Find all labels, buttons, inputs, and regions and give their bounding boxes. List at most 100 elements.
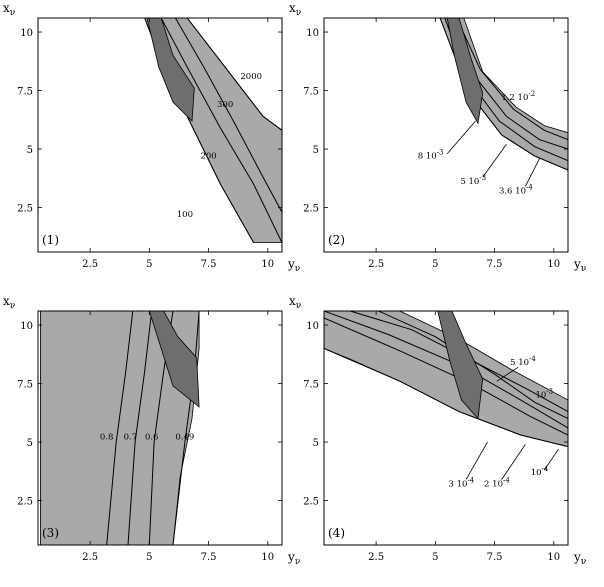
y-axis-label: xν [289, 294, 301, 311]
y-tick-label: 10 [306, 28, 319, 39]
contour-line-3 [160, 18, 282, 243]
contour-label-2: 300 [217, 100, 233, 110]
x-tick-label: 7.5 [487, 259, 503, 270]
contour-label-exponent: -4 [503, 477, 510, 485]
y-tick-label: 2.5 [303, 497, 319, 508]
x-tick-label: 10 [547, 552, 560, 563]
label-leader-2 [482, 144, 507, 178]
label-leader-2 [465, 441, 488, 480]
overlap-region [437, 311, 484, 420]
x-axis-label-subscript: ν [581, 557, 586, 567]
overlap-region [446, 18, 484, 125]
y-tick-label: 7.5 [17, 87, 33, 98]
contour-label-2: 0.7 [124, 433, 138, 443]
contour-label-exponent: -4 [542, 465, 549, 473]
y-tick-label: 10 [306, 321, 319, 332]
y-tick-label: 2.5 [303, 204, 319, 215]
x-axis-label-subscript: ν [295, 557, 300, 567]
contour-label-4: 100 [177, 210, 193, 220]
contour-label-exponent: -3 [546, 388, 553, 396]
x-axis-label-subscript: ν [581, 264, 586, 274]
panel-2: 1.2 10-28 10-35 10-33.6 10-42.52.5557.57… [289, 1, 586, 274]
x-axis-label-main: y [287, 257, 295, 271]
label-leader-1 [446, 120, 476, 154]
y-tick-label: 10 [20, 321, 33, 332]
x-tick-label: 2.5 [82, 259, 98, 270]
contour-line-4 [172, 311, 200, 545]
contour-line-1 [106, 311, 134, 545]
x-axis-label-subscript: ν [295, 264, 300, 274]
contour-label-1: 2000 [240, 72, 262, 82]
panel-label: (3) [42, 526, 59, 540]
label-leader-4 [543, 448, 559, 471]
y-tick-label: 7.5 [17, 380, 33, 391]
x-tick-label: 5 [432, 552, 438, 563]
x-tick-label: 2.5 [368, 259, 384, 270]
contour-label-4: 3.6 10-4 [499, 184, 533, 197]
contour-line-5 [324, 347, 568, 448]
contour-label-4: 0.49 [175, 433, 194, 443]
contour-label-exponent: -3 [479, 174, 486, 182]
y-axis-label-subscript: ν [10, 301, 15, 311]
y-axis-label-subscript: ν [296, 8, 301, 18]
x-tick-label: 10 [261, 552, 274, 563]
x-tick-label: 2.5 [82, 552, 98, 563]
y-tick-label: 10 [20, 28, 33, 39]
y-axis-label: xν [3, 1, 15, 18]
y-axis-label-main: x [3, 1, 10, 15]
x-axis-label: yν [573, 550, 586, 567]
contour-label-exponent: -4 [467, 477, 474, 485]
contour-line-2 [127, 311, 153, 545]
y-tick-label: 2.5 [17, 497, 33, 508]
contour-label-exponent: -4 [529, 355, 536, 363]
panel-label: (1) [42, 233, 59, 247]
x-tick-label: 5 [432, 259, 438, 270]
contour-label-exponent: -3 [437, 148, 444, 156]
x-axis-label: yν [287, 257, 300, 274]
x-axis-label-main: y [573, 550, 581, 564]
y-tick-label: 5 [27, 145, 33, 156]
y-tick-label: 7.5 [303, 87, 319, 98]
label-leader-3 [525, 158, 540, 187]
x-tick-label: 10 [261, 259, 274, 270]
y-axis-label: xν [3, 294, 15, 311]
y-axis-label-main: x [289, 294, 296, 308]
label-leader-3 [501, 444, 526, 480]
y-tick-label: 7.5 [303, 380, 319, 391]
y-tick-label: 2.5 [17, 204, 33, 215]
label-leader-1 [496, 366, 519, 382]
contour-label-exponent: -2 [528, 90, 535, 98]
x-tick-label: 2.5 [368, 552, 384, 563]
x-axis-label-main: y [573, 257, 581, 271]
x-axis-label: yν [287, 550, 300, 567]
y-axis-label-main: x [289, 1, 296, 15]
contour-label-1: 1.2 10-2 [501, 90, 535, 103]
contour-line-4 [439, 18, 568, 171]
y-axis-label: xν [289, 1, 301, 18]
x-tick-label: 10 [547, 259, 560, 270]
x-axis-label: yν [573, 257, 586, 274]
contour-label-3: 200 [200, 151, 216, 161]
contour-label-1: 0.8 [100, 433, 114, 443]
x-tick-label: 5 [146, 552, 152, 563]
x-tick-label: 5 [146, 259, 152, 270]
contour-label-3: 0.6 [145, 433, 159, 443]
overlap-region [148, 311, 200, 408]
y-axis-label-subscript: ν [10, 8, 15, 18]
contour-label-exponent: -4 [526, 184, 533, 192]
panel-4: 5 10-410-33 10-4 2 10-410-42.52.5557.57.5… [289, 294, 586, 567]
contour-line-2 [378, 311, 568, 420]
x-axis-label-main: y [287, 550, 295, 564]
contour-line-2 [174, 18, 282, 213]
y-tick-label: 5 [313, 438, 319, 449]
contour-line-1 [186, 18, 282, 131]
contour-line-1 [456, 18, 568, 141]
y-axis-label-main: x [3, 294, 10, 308]
y-tick-label: 5 [313, 145, 319, 156]
overlap-region [146, 18, 195, 122]
y-axis-label-subscript: ν [296, 301, 301, 311]
panel-label: (2) [328, 233, 345, 247]
